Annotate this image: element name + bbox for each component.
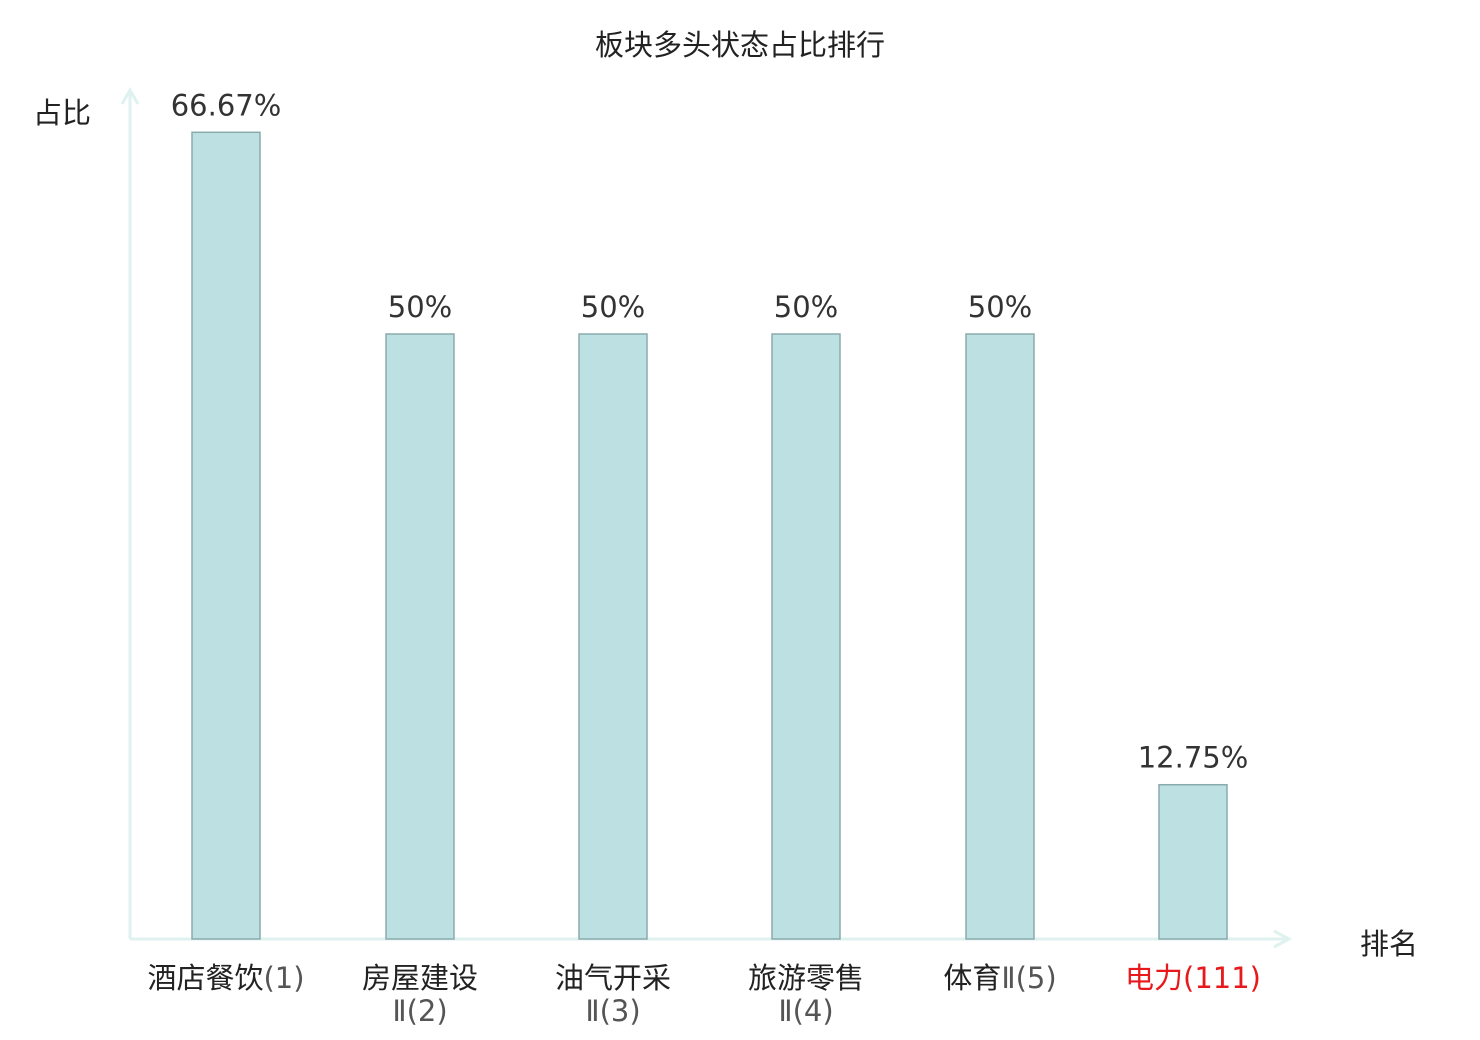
bar-2	[385, 333, 455, 940]
bar-1	[191, 131, 261, 940]
x-axis-label: 排名	[1360, 927, 1419, 961]
category-name: 房屋建设	[361, 961, 478, 995]
category-label-5: 体育Ⅱ(5)	[900, 962, 1100, 995]
category-rank: Ⅱ(2)	[392, 994, 448, 1028]
bar-6	[1158, 783, 1228, 940]
category-name: 酒店餐饮	[147, 961, 264, 995]
category-rank: Ⅱ(4)	[778, 994, 834, 1028]
bar-value-label-5: 50%	[968, 290, 1032, 324]
category-label-2: 房屋建设 Ⅱ(2)	[320, 962, 520, 1028]
bar-5	[965, 333, 1035, 940]
y-axis-arrow	[120, 86, 140, 105]
category-name: 油气开采	[554, 961, 671, 995]
category-label-6: 电力(111)	[1093, 962, 1293, 995]
y-axis-label: 占比	[33, 96, 92, 130]
chart-title: 板块多头状态占比排行	[594, 28, 885, 62]
bar-3	[578, 333, 648, 940]
bar-value-label-2: 50%	[388, 290, 452, 324]
category-name: 旅游零售	[747, 961, 864, 995]
bar-value-label-1: 66.67%	[171, 88, 282, 122]
category-name: 体育	[943, 961, 1002, 995]
bar-value-label-6: 12.75%	[1138, 741, 1249, 775]
category-label-1: 酒店餐饮(1)	[126, 962, 326, 995]
category-label-3: 油气开采 Ⅱ(3)	[513, 962, 713, 1028]
bar-value-label-3: 50%	[581, 290, 645, 324]
category-rank: Ⅱ(5)	[1001, 961, 1057, 995]
category-rank: (1)	[263, 961, 305, 995]
category-rank: (111)	[1183, 961, 1261, 995]
x-axis-arrow	[1273, 929, 1293, 949]
category-name: 电力	[1125, 961, 1184, 995]
bar-value-label-4: 50%	[774, 290, 838, 324]
bar-4	[771, 333, 841, 940]
category-label-4: 旅游零售 Ⅱ(4)	[706, 962, 906, 1028]
category-rank: Ⅱ(3)	[585, 994, 641, 1028]
